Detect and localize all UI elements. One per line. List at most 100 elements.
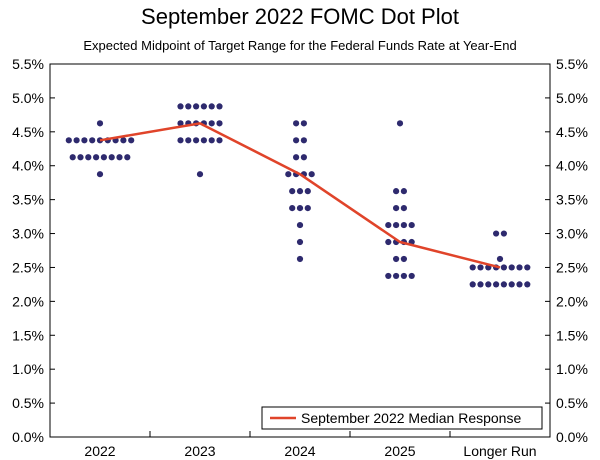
dot-mark bbox=[185, 103, 192, 110]
dot-mark bbox=[469, 281, 476, 288]
dot-mark bbox=[500, 264, 507, 271]
legend-box bbox=[261, 406, 543, 430]
dot-mark bbox=[385, 272, 392, 280]
dot-mark bbox=[208, 137, 215, 144]
median-line-layer bbox=[99, 122, 501, 269]
dot-mark bbox=[296, 205, 304, 212]
dot-mark bbox=[477, 281, 484, 288]
x-tick-label: 2025 bbox=[384, 443, 415, 459]
legend-label: September 2022 Median Response bbox=[301, 410, 521, 426]
dot-mark bbox=[400, 255, 407, 263]
dot-mark bbox=[400, 221, 407, 229]
dot-mark bbox=[65, 137, 72, 144]
dot-mark bbox=[393, 255, 400, 263]
dot-mark bbox=[408, 221, 415, 229]
dot-mark bbox=[393, 205, 400, 212]
y-tick-label-right: 1.5% bbox=[556, 327, 588, 343]
dot-mark bbox=[116, 154, 123, 161]
y-tick-label-left: 0.5% bbox=[12, 395, 44, 411]
dot-mark bbox=[400, 272, 407, 280]
dot-mark bbox=[393, 188, 400, 195]
dot-mark bbox=[516, 281, 523, 288]
dot-mark bbox=[200, 137, 207, 144]
dot-mark bbox=[193, 137, 200, 144]
dot-mark bbox=[208, 120, 215, 127]
dot-mark bbox=[508, 264, 515, 271]
x-tick-label: 2023 bbox=[184, 443, 215, 459]
dot-mark bbox=[216, 137, 223, 144]
dot-mark bbox=[293, 154, 300, 161]
dot-mark bbox=[493, 281, 500, 288]
y-tick-label-left: 2.0% bbox=[12, 293, 44, 309]
dot-mark bbox=[177, 103, 184, 110]
tick-labels: 0.0% 0.0% 0.5% 0.5% 1.0% 1.0% 1.5% 1.5% 2.0% 2.0%… bbox=[12, 56, 588, 459]
chart-title: September 2022 FOMC Dot Plot bbox=[141, 4, 459, 29]
y-tick-label-left: 5.0% bbox=[12, 90, 44, 106]
dot-mark bbox=[196, 171, 204, 178]
dot-mark bbox=[289, 188, 296, 195]
dot-mark bbox=[304, 188, 311, 195]
dot-mark bbox=[96, 171, 104, 178]
dot-mark bbox=[308, 171, 315, 178]
dot-mark bbox=[193, 103, 200, 110]
dot-mark bbox=[400, 188, 407, 195]
dot-mark bbox=[200, 103, 207, 110]
axes bbox=[49, 63, 551, 438]
dot-mark bbox=[485, 281, 492, 288]
y-tick-label-right: 2.0% bbox=[556, 293, 588, 309]
dot-mark bbox=[69, 154, 76, 161]
dot-mark bbox=[108, 154, 115, 161]
dot-mark bbox=[408, 272, 415, 280]
x-tick-label: 2024 bbox=[284, 443, 315, 459]
y-tick-label-left: 1.0% bbox=[12, 361, 44, 377]
dot-mark bbox=[120, 137, 127, 144]
dot-mark bbox=[185, 137, 192, 144]
y-tick-label-right: 3.0% bbox=[556, 226, 588, 242]
dot-mark bbox=[296, 188, 304, 195]
dot-mark bbox=[300, 154, 307, 161]
y-tick-label-right: 4.5% bbox=[556, 124, 588, 140]
y-tick-label-right: 3.5% bbox=[556, 192, 588, 208]
dot-mark bbox=[293, 120, 300, 127]
x-tick-label: Longer Run bbox=[463, 443, 536, 459]
dot-mark bbox=[524, 281, 531, 288]
y-tick-label-left: 2.5% bbox=[12, 259, 44, 275]
y-tick-label-left: 1.5% bbox=[12, 327, 44, 343]
y-tick-label-right: 5.5% bbox=[556, 56, 588, 72]
chart-subtitle: Expected Midpoint of Target Range for th… bbox=[83, 38, 517, 53]
dot-mark bbox=[293, 137, 300, 144]
y-tick-label-right: 4.0% bbox=[556, 158, 588, 174]
dot-mark bbox=[300, 120, 307, 127]
dot-mark bbox=[285, 171, 292, 178]
dot-mark bbox=[289, 205, 296, 212]
dot-mark bbox=[77, 154, 84, 161]
dot-mark bbox=[216, 120, 223, 127]
y-tick-label-right: 5.0% bbox=[556, 90, 588, 106]
dot-mark bbox=[296, 221, 304, 229]
dot-mark bbox=[296, 238, 304, 246]
dot-mark bbox=[73, 137, 80, 144]
plot-frame bbox=[49, 63, 551, 438]
x-tick-label: 2022 bbox=[84, 443, 115, 459]
dot-mark bbox=[300, 137, 307, 144]
dot-mark bbox=[177, 120, 184, 127]
dot-mark bbox=[500, 230, 507, 237]
dot-mark bbox=[124, 154, 131, 161]
dot-mark bbox=[524, 264, 531, 271]
y-tick-label-left: 0.0% bbox=[12, 429, 44, 445]
legend: September 2022 Median Response bbox=[261, 406, 543, 430]
y-tick-label-right: 2.5% bbox=[556, 259, 588, 275]
dot-mark bbox=[296, 255, 304, 263]
y-tick-label-right: 0.0% bbox=[556, 429, 588, 445]
dot-mark bbox=[508, 281, 515, 288]
dot-mark bbox=[216, 103, 223, 110]
dot-mark bbox=[493, 230, 500, 237]
y-tick-label-left: 4.5% bbox=[12, 124, 44, 140]
dot-mark bbox=[500, 281, 507, 288]
dots bbox=[65, 103, 531, 288]
y-tick-label-left: 3.5% bbox=[12, 192, 44, 208]
y-tick-label-right: 0.5% bbox=[556, 395, 588, 411]
dot-mark bbox=[89, 137, 96, 144]
dot-mark bbox=[128, 137, 135, 144]
